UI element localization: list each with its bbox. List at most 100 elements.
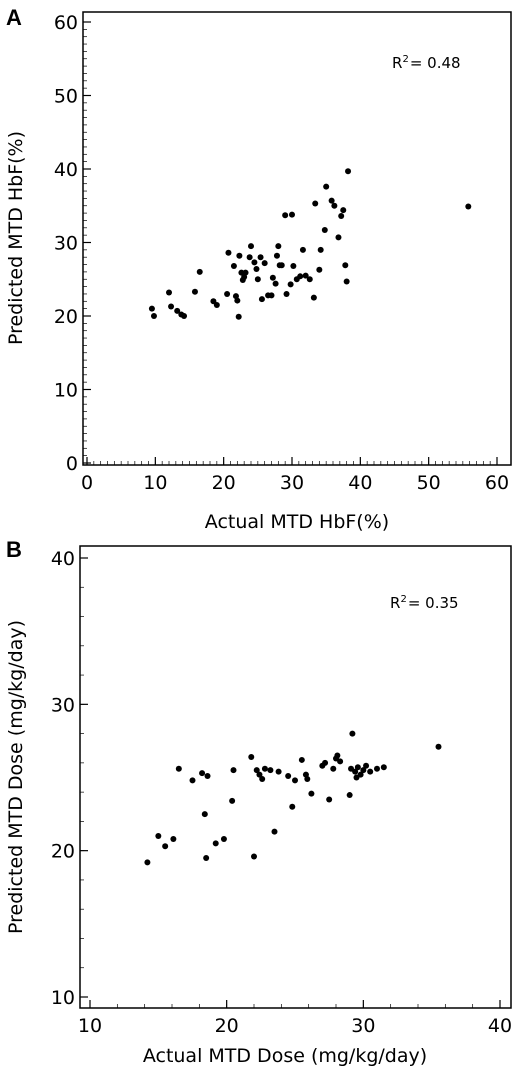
data-point <box>267 767 274 774</box>
data-point <box>282 212 289 219</box>
data-point <box>261 260 268 267</box>
data-point <box>271 828 278 835</box>
data-point <box>306 276 313 283</box>
x-tick-label: 50 <box>417 472 441 494</box>
data-point <box>204 773 211 780</box>
panel-a-plot-frame <box>82 11 512 466</box>
panel-b-plot-frame <box>79 545 512 1009</box>
x-tick-label: 20 <box>212 472 236 494</box>
x-tick-label: 20 <box>215 1015 239 1037</box>
y-tick-label: 30 <box>51 694 75 716</box>
data-point <box>236 252 243 259</box>
data-point <box>328 197 335 204</box>
panel-a-y-axis: 0 10 20 30 40 50 60 <box>54 12 91 475</box>
data-point <box>251 853 257 860</box>
panel-a-r2-base: R <box>392 54 402 72</box>
data-point <box>289 803 296 810</box>
data-point <box>346 792 353 799</box>
data-point <box>257 254 264 261</box>
data-point <box>340 207 347 214</box>
data-point <box>259 775 266 782</box>
data-point <box>213 301 220 308</box>
data-point <box>272 280 279 287</box>
y-tick-label: 20 <box>54 306 78 328</box>
y-tick-label: 0 <box>66 453 78 475</box>
panel-a: A 0 10 20 30 40 50 60 0 10 20 30 40 50 60 R2= 0.48 A… <box>5 5 512 533</box>
data-point <box>352 768 359 775</box>
x-tick-label: 10 <box>78 1015 102 1037</box>
data-point <box>345 168 352 175</box>
panel-a-r2-sup: 2 <box>402 54 408 65</box>
panel-b-r2-base: R <box>390 594 400 612</box>
data-point <box>174 307 181 314</box>
data-point <box>290 263 297 270</box>
data-point <box>330 765 337 772</box>
data-point <box>304 775 311 782</box>
panel-b: B 10 20 30 40 10 20 30 40 R2= 0.35 Actual MTD … <box>5 537 512 1067</box>
data-point <box>253 767 260 774</box>
data-point <box>251 259 258 266</box>
data-point <box>357 771 364 778</box>
data-point <box>225 249 232 256</box>
data-point <box>435 743 442 750</box>
data-point <box>316 266 323 273</box>
data-point <box>175 765 182 772</box>
data-point <box>285 773 292 780</box>
x-tick-label: 10 <box>143 472 167 494</box>
data-point <box>220 835 227 842</box>
data-point <box>212 840 219 847</box>
data-point <box>258 296 265 303</box>
y-tick-label: 50 <box>54 86 78 108</box>
panel-a-x-axis: 0 10 20 30 40 50 60 <box>81 457 509 494</box>
data-point <box>321 227 328 234</box>
x-tick-label: 0 <box>81 472 93 494</box>
data-point <box>354 764 361 771</box>
data-point <box>189 777 196 784</box>
y-tick-label: 10 <box>54 380 78 402</box>
data-point <box>248 754 255 761</box>
data-point <box>308 790 315 797</box>
data-point <box>199 770 206 777</box>
data-point <box>465 203 472 210</box>
data-point <box>168 303 175 310</box>
data-point <box>246 254 253 261</box>
data-point <box>289 211 295 218</box>
data-point <box>196 268 203 275</box>
x-tick-label: 30 <box>351 1015 375 1037</box>
panel-b-x-axis-title: Actual MTD Dose (mg/kg/day) <box>143 1045 427 1067</box>
x-tick-label: 40 <box>488 1015 512 1037</box>
panel-a-points <box>148 168 472 320</box>
data-point <box>310 294 317 301</box>
y-tick-label: 30 <box>54 233 78 255</box>
data-point <box>256 771 263 778</box>
y-tick-label: 40 <box>51 548 75 570</box>
data-point <box>343 278 350 285</box>
data-point <box>335 234 342 241</box>
y-tick-label: 20 <box>51 841 75 863</box>
panel-a-letter: A <box>6 5 22 30</box>
data-point <box>273 252 280 259</box>
data-point <box>238 269 245 276</box>
y-tick-label: 40 <box>54 159 78 181</box>
panel-b-r2-annotation: R2= 0.35 <box>390 594 459 612</box>
panel-b-r2-sup: 2 <box>400 594 406 605</box>
data-point <box>242 269 249 276</box>
data-point <box>331 202 338 209</box>
panel-b-y-axis-title: Predicted MTD Dose (mg/kg/day) <box>5 620 27 934</box>
data-point <box>380 764 387 771</box>
y-tick-label: 10 <box>51 987 75 1009</box>
data-point <box>322 759 329 766</box>
data-point <box>299 246 306 253</box>
data-point <box>323 183 330 190</box>
data-point <box>317 246 324 253</box>
data-point <box>312 200 319 207</box>
data-point <box>363 762 370 769</box>
data-point <box>148 305 155 312</box>
data-point <box>287 281 294 288</box>
data-point <box>298 756 305 763</box>
y-tick-label: 60 <box>54 12 78 34</box>
panel-b-r2-value: = 0.35 <box>408 594 459 612</box>
panel-a-x-axis-title: Actual MTD HbF(%) <box>205 511 389 533</box>
data-point <box>349 730 356 737</box>
